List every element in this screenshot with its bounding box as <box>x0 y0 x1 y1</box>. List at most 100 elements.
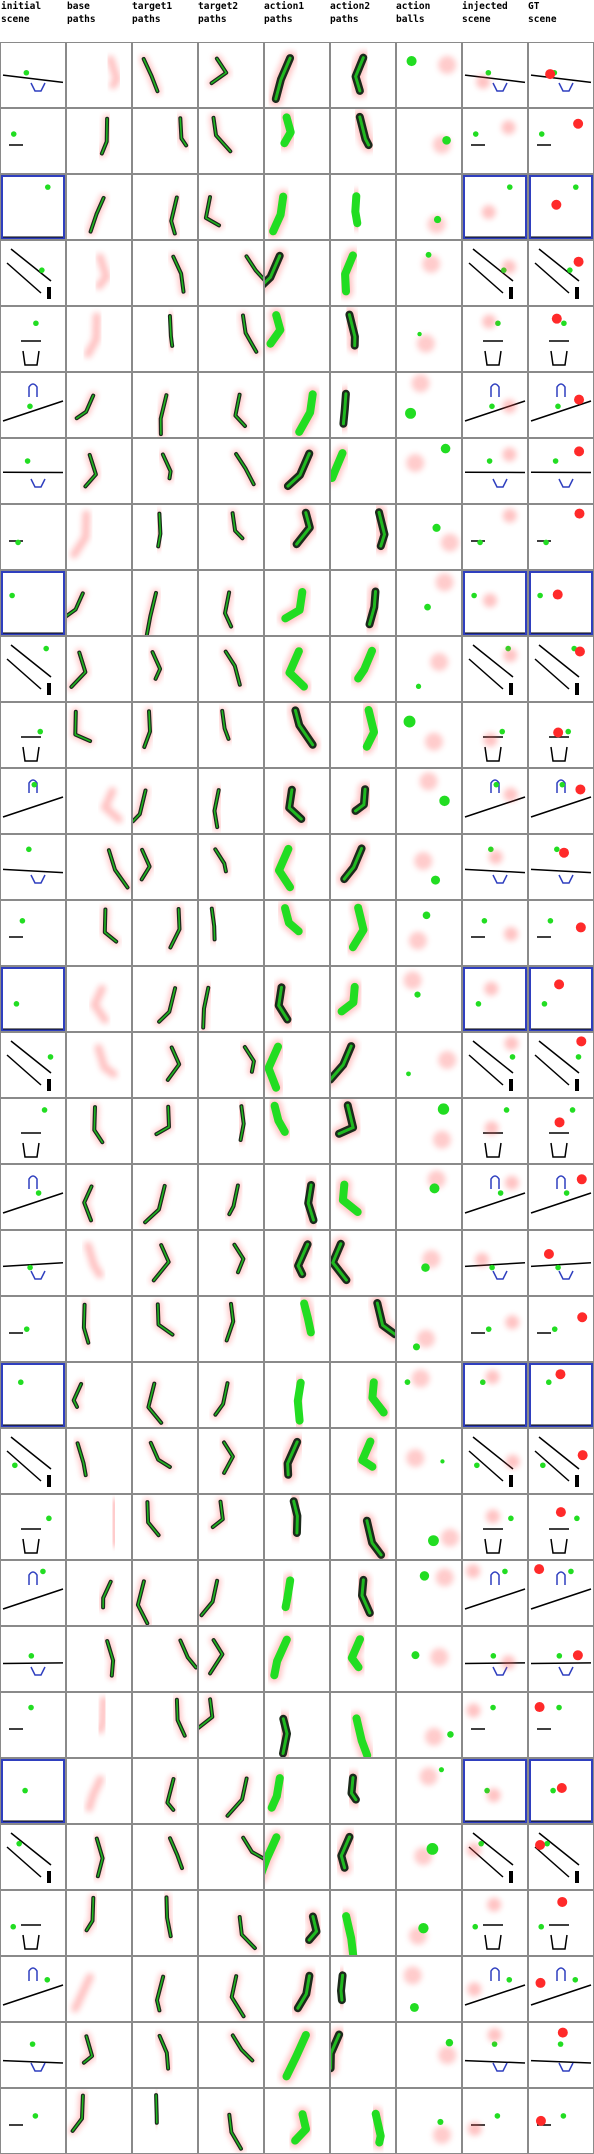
cell-canvas <box>529 307 593 371</box>
cell-canvas <box>463 1825 527 1889</box>
cell-canvas <box>463 373 527 437</box>
cell-canvas <box>1 1561 65 1625</box>
cell-canvas <box>67 439 131 503</box>
path-heat <box>101 1700 104 1730</box>
cell-canvas <box>133 571 197 635</box>
target-ball <box>45 184 51 190</box>
cell-canvas <box>463 2089 527 2153</box>
grid-cell-injected <box>462 438 528 504</box>
grid-cell-target1 <box>132 1230 198 1296</box>
cell-canvas <box>133 1957 197 2021</box>
grid-cell-gt <box>528 966 594 1032</box>
grid-cell-target1 <box>132 1956 198 2022</box>
grid-cell-gt <box>528 900 594 966</box>
target-ball <box>543 540 549 546</box>
ball-heat <box>422 255 440 273</box>
grid-cell-action2 <box>330 1692 396 1758</box>
grid-cell-gt <box>528 1428 594 1494</box>
action-ball-marker <box>447 1731 454 1738</box>
cell-canvas <box>529 1759 593 1823</box>
cell-canvas <box>463 307 527 371</box>
cell-canvas <box>397 439 461 503</box>
grid-cell-target2 <box>198 1164 264 1230</box>
grid-cell-base <box>66 372 132 438</box>
cell-canvas <box>133 241 197 305</box>
action-heat <box>504 1036 518 1050</box>
grid-cell-balls <box>396 108 462 174</box>
grid-cell-target1 <box>132 900 198 966</box>
grid-cell-gt <box>528 1230 594 1296</box>
grid-cell-target1 <box>132 2088 198 2154</box>
target-ball <box>540 1462 546 1468</box>
cell-canvas <box>67 571 131 635</box>
target-ball <box>557 1653 563 1659</box>
cell-canvas <box>529 1891 593 1955</box>
cell-canvas <box>1 505 65 569</box>
grid-cell-injected <box>462 834 528 900</box>
grid-cell-injected <box>462 108 528 174</box>
grid-cell-target1 <box>132 1824 198 1890</box>
scene-geometry <box>464 968 526 1030</box>
cell-canvas <box>67 1297 131 1361</box>
cell-canvas <box>463 1957 527 2021</box>
grid-cell-target2 <box>198 2088 264 2154</box>
scene-geometry <box>531 869 591 883</box>
cell-canvas <box>133 1231 197 1295</box>
grid-cell-action1 <box>264 504 330 570</box>
scene-geometry <box>549 1133 569 1157</box>
ball-heat <box>409 932 427 950</box>
grid-cell-base <box>66 108 132 174</box>
grid-cell-balls <box>396 1758 462 1824</box>
scene-geometry <box>3 384 63 421</box>
scene-geometry <box>3 1572 63 1609</box>
action-ball-marker <box>427 1843 439 1855</box>
target-ball <box>37 729 43 735</box>
grid-cell-action2 <box>330 966 396 1032</box>
grid-cell-action2 <box>330 570 396 636</box>
cell-canvas <box>265 835 329 899</box>
cell-canvas <box>397 1495 461 1559</box>
grid-cell-initial <box>0 1890 66 1956</box>
cell-canvas <box>529 769 593 833</box>
action-heat <box>502 447 516 461</box>
grid-cell-action1 <box>264 2088 330 2154</box>
grid-cell-action1 <box>264 1428 330 1494</box>
cell-canvas <box>133 703 197 767</box>
action-heat <box>483 733 497 747</box>
target-ball <box>564 1190 570 1196</box>
cell-canvas <box>397 1033 461 1097</box>
action-heat <box>503 648 517 662</box>
cell-canvas <box>1 175 65 239</box>
grid-cell-target2 <box>198 570 264 636</box>
target-ball <box>570 1107 576 1113</box>
cell-canvas <box>199 1033 263 1097</box>
grid-cell-action2 <box>330 1560 396 1626</box>
grid-cell-base <box>66 1362 132 1428</box>
cell-canvas <box>529 1297 593 1361</box>
grid-cell-base <box>66 1494 132 1560</box>
target-ball <box>539 131 545 137</box>
grid-cell-balls <box>396 1560 462 1626</box>
grid-cell-initial <box>0 636 66 702</box>
grid-cell-action1 <box>264 1560 330 1626</box>
cell-canvas <box>199 439 263 503</box>
grid-cell-base <box>66 174 132 240</box>
target-ball <box>553 458 559 464</box>
scene-geometry <box>469 1041 513 1091</box>
grid-cell-injected <box>462 504 528 570</box>
scene-geometry <box>21 1529 41 1553</box>
col-head-balls: action balls <box>396 0 462 26</box>
scene-geometry <box>465 75 525 91</box>
grid-cell-action1 <box>264 570 330 636</box>
grid-cell-initial <box>0 1692 66 1758</box>
cell-canvas <box>463 43 527 107</box>
target-ball <box>504 1107 510 1113</box>
col-head-action2-line1: action2 <box>330 1 370 12</box>
scene-geometry <box>2 1760 64 1822</box>
cell-canvas <box>199 43 263 107</box>
ball-heat <box>441 534 459 552</box>
cell-canvas <box>199 703 263 767</box>
cell-canvas <box>331 505 395 569</box>
target-ball <box>476 1001 482 1007</box>
grid-cell-target1 <box>132 1692 198 1758</box>
